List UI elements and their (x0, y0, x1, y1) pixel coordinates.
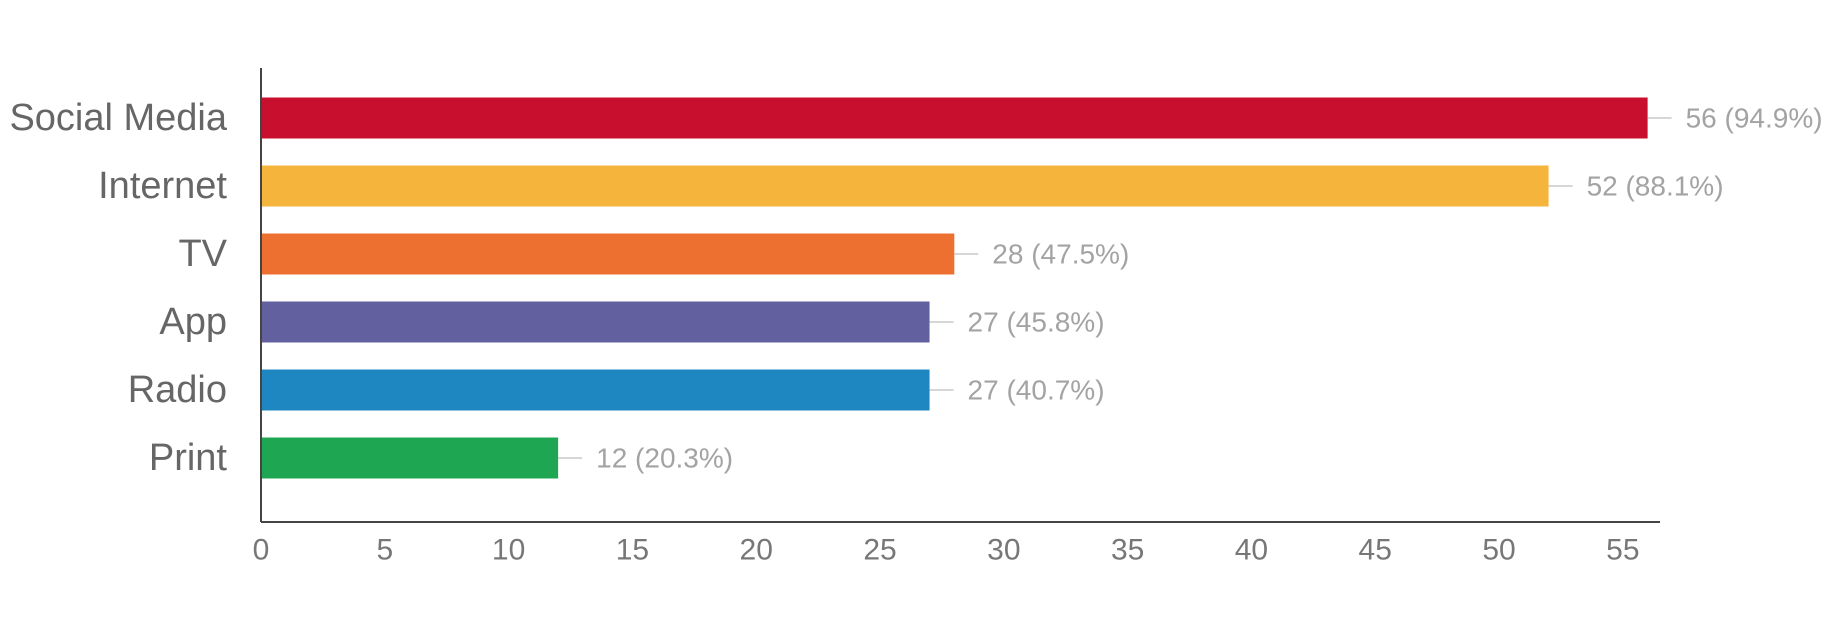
x-tick-label-40: 40 (1235, 534, 1268, 567)
bars-group (261, 97, 1648, 479)
leader-lines-group (558, 117, 1672, 459)
category-label-radio: Radio (128, 369, 227, 411)
data-labels-group: 56 (94.9%) 52 (88.1%) 28 (47.5%) 27 (45.8%)… (596, 103, 1822, 474)
data-label-internet: 52 (88.1%) (1587, 171, 1724, 202)
data-label-print: 12 (20.3%) (596, 443, 733, 474)
data-label-app: 27 (45.8%) (968, 307, 1105, 338)
bar-print (261, 437, 559, 479)
x-tick-label-35: 35 (1111, 534, 1144, 567)
category-labels-group: Social Media Internet TV App Radio Print (9, 97, 227, 479)
category-label-print: Print (149, 437, 228, 479)
x-tick-label-20: 20 (740, 534, 773, 567)
bar-tv (261, 233, 955, 275)
x-tick-label-55: 55 (1606, 534, 1639, 567)
category-label-internet: Internet (98, 165, 227, 207)
bar-app (261, 301, 930, 343)
x-tick-label-5: 5 (376, 534, 393, 567)
x-tick-label-45: 45 (1359, 534, 1392, 567)
data-label-social-media: 56 (94.9%) (1686, 103, 1823, 134)
data-label-tv: 28 (47.5%) (992, 239, 1129, 270)
data-label-radio: 27 (40.7%) (968, 375, 1105, 406)
x-tick-label-10: 10 (492, 534, 525, 567)
x-tick-label-15: 15 (616, 534, 649, 567)
x-tick-label-25: 25 (863, 534, 896, 567)
x-tick-label-50: 50 (1482, 534, 1515, 567)
x-tick-label-30: 30 (987, 534, 1020, 567)
category-label-tv: TV (178, 233, 227, 275)
category-label-social-media: Social Media (9, 97, 227, 139)
x-tick-label-0: 0 (253, 534, 270, 567)
bar-social-media (261, 97, 1648, 139)
bar-radio (261, 369, 930, 411)
bar-internet (261, 165, 1549, 207)
x-tick-labels-group: 0 5 10 15 20 25 30 35 40 45 50 55 (253, 534, 1640, 567)
category-label-app: App (159, 301, 227, 343)
